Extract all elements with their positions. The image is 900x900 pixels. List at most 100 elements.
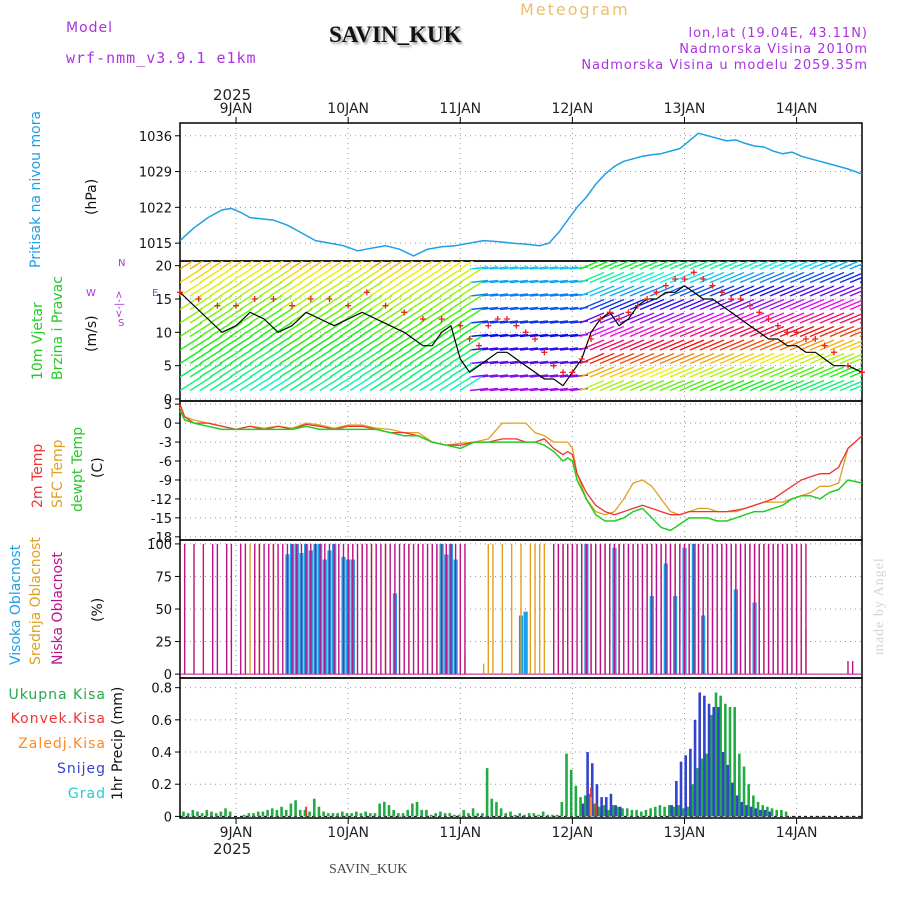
wind-barb xyxy=(269,362,293,378)
wind-barb xyxy=(299,267,323,284)
wind-gust-marker xyxy=(550,362,557,369)
wind-barb xyxy=(359,335,383,351)
wind-gust-marker xyxy=(438,316,445,322)
wind-barb xyxy=(859,375,862,378)
wind-barb xyxy=(259,281,283,297)
wind-barb xyxy=(409,267,433,284)
wind-barb xyxy=(359,281,383,297)
wind-barb xyxy=(639,325,665,338)
precip-total-bar xyxy=(663,806,666,817)
precip-total-bar xyxy=(191,809,195,817)
wind-barb xyxy=(579,271,605,284)
wind-gust-marker xyxy=(793,329,800,336)
precip-total-bar xyxy=(453,814,456,817)
wind-gust-marker xyxy=(812,336,819,342)
wind-barb xyxy=(859,348,862,351)
cloud-high-bar xyxy=(673,595,678,675)
wind-barb xyxy=(709,261,732,270)
precip-snow-bar xyxy=(600,797,603,817)
precip-total-bar xyxy=(611,805,615,817)
wind-barb xyxy=(489,387,509,392)
wind-barb xyxy=(249,362,273,378)
wind-barb xyxy=(289,375,313,392)
ytick-label: 10 xyxy=(155,326,172,341)
wind-barb xyxy=(329,375,353,392)
panel-frame xyxy=(179,539,863,679)
wind-gust-marker xyxy=(588,336,595,342)
day-label-bottom: 11JAN xyxy=(439,825,481,841)
precip-total-bar xyxy=(583,795,587,817)
wind-barb xyxy=(729,298,755,311)
wind-barb xyxy=(849,276,862,284)
wind-barb xyxy=(229,348,253,365)
wind-barb xyxy=(669,379,695,392)
wind-barb xyxy=(699,271,725,284)
wind-barb xyxy=(329,267,353,284)
wind-gust-marker xyxy=(382,302,389,309)
wind-barb xyxy=(619,366,645,378)
wind-barb xyxy=(870,327,894,337)
cloud-high-bar xyxy=(612,547,617,675)
wind-gust-marker xyxy=(653,289,660,296)
legend-konvek-kisa: Konvek.Kisa xyxy=(10,711,106,727)
ytick-label: -6 xyxy=(159,455,172,470)
wind-barb xyxy=(399,375,423,392)
wind-barb xyxy=(689,285,715,297)
precip-total-bar xyxy=(653,806,657,817)
wind-barb xyxy=(569,374,589,378)
wind-barb xyxy=(779,298,805,311)
wind-barb xyxy=(269,321,293,338)
wind-barb xyxy=(469,333,489,338)
ytick-label: 3 xyxy=(164,398,172,413)
wind-barb xyxy=(229,308,253,324)
compass-west: W xyxy=(86,288,96,299)
cloud-high-bar xyxy=(294,543,299,675)
wind-barb xyxy=(689,298,715,311)
wind-barb xyxy=(759,298,785,311)
wind-barb xyxy=(539,333,559,338)
cloud-high-bar xyxy=(313,543,318,675)
wind-barb xyxy=(529,306,549,311)
ytick-label: 1015 xyxy=(139,237,172,252)
wind-barb xyxy=(199,362,223,378)
wind-barb xyxy=(629,261,652,270)
wind-barb xyxy=(199,267,223,284)
wind-barb xyxy=(199,308,223,324)
wind-barb xyxy=(329,281,353,297)
wind-barb xyxy=(739,366,765,378)
wind-barb xyxy=(359,321,383,338)
wind-barb xyxy=(369,362,393,378)
wind-barb xyxy=(839,261,862,270)
wind-barb xyxy=(239,321,263,338)
wind-barb xyxy=(339,267,363,284)
wind-barb xyxy=(649,379,675,392)
wind-barb xyxy=(199,281,223,297)
wind-barb xyxy=(549,360,569,365)
wind-barb xyxy=(189,335,213,351)
precip-total-bar xyxy=(579,797,582,817)
wind-barb xyxy=(219,321,243,338)
wind-barb xyxy=(769,379,795,392)
wind-gust-marker xyxy=(859,369,865,376)
wind-barb xyxy=(829,366,855,378)
year-top: 2025 xyxy=(213,86,252,104)
panel-frame xyxy=(179,677,863,819)
precip-total-bar xyxy=(415,801,419,817)
cloud-high-bar xyxy=(682,547,687,675)
wind-barb xyxy=(659,325,685,338)
sfc-temp-line xyxy=(179,407,863,516)
precip-snow-bar xyxy=(731,782,734,817)
wind-barb xyxy=(619,285,645,297)
wind-gust-marker xyxy=(233,302,240,309)
wind-barb xyxy=(369,267,393,284)
wind-barb xyxy=(679,339,705,351)
wind-barb xyxy=(549,387,569,392)
wind-speed-line xyxy=(179,285,863,387)
wind-barb xyxy=(389,348,413,365)
wind-barb xyxy=(539,279,559,284)
wind-barb xyxy=(559,374,579,378)
wind-barb xyxy=(389,321,413,338)
wind-barb xyxy=(289,362,313,378)
wind-barb xyxy=(469,293,489,297)
wind-barb xyxy=(180,335,203,351)
